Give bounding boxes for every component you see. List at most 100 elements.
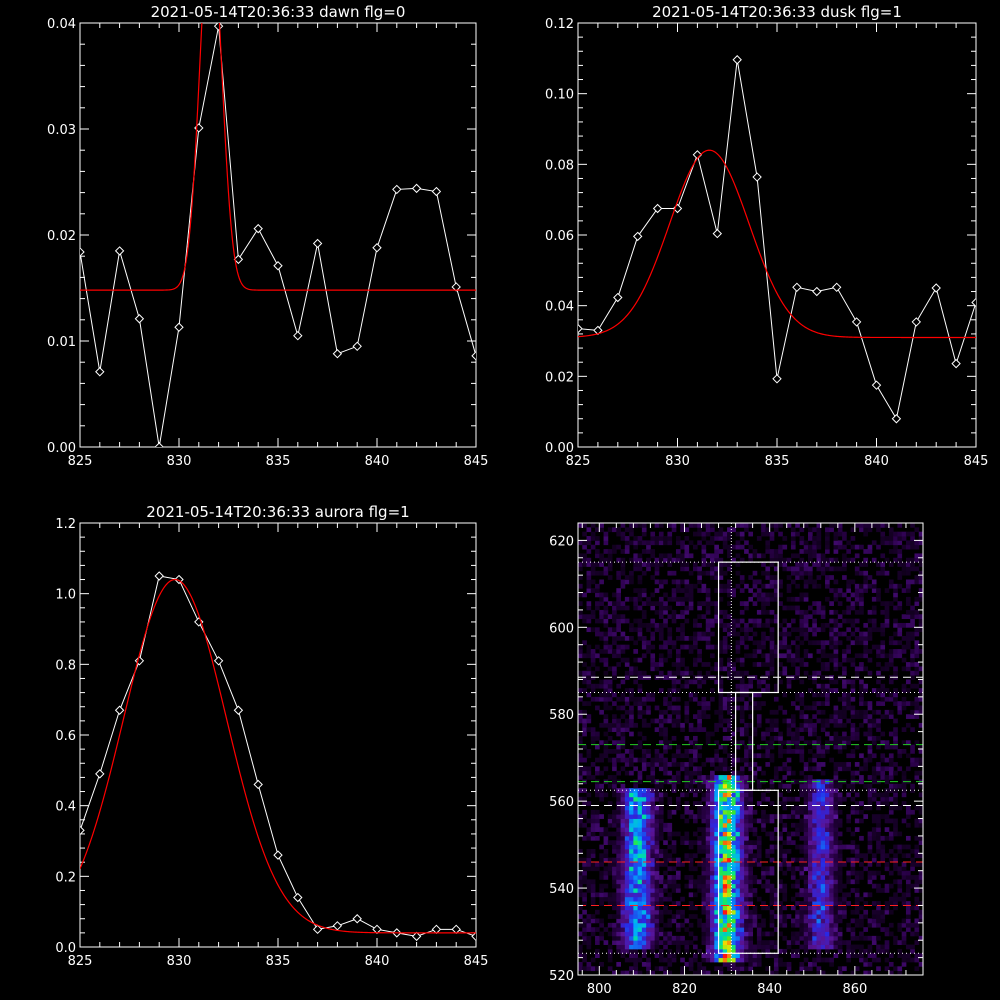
heatmap-cell — [582, 701, 587, 706]
heatmap-cell — [833, 862, 839, 867]
heatmap-cell — [795, 831, 800, 837]
heatmap-cell — [658, 896, 664, 902]
heatmap-cell — [646, 692, 651, 698]
heatmap-cell — [769, 575, 775, 580]
heatmap-cell — [675, 601, 681, 606]
heatmap-cell — [675, 718, 681, 724]
heatmap-cell — [616, 796, 621, 802]
heatmap-cell — [829, 801, 834, 806]
panel-dusk-data-point — [593, 325, 603, 336]
heatmap-cell — [693, 914, 698, 919]
heatmap-cell — [748, 909, 754, 915]
heatmap-cell — [778, 679, 783, 685]
heatmap-cell — [893, 783, 898, 789]
heatmap-cell — [833, 766, 839, 772]
heatmap-cell — [748, 809, 754, 815]
heatmap-cell — [680, 840, 685, 846]
heatmap-cell — [637, 944, 643, 950]
heatmap-cell — [739, 675, 745, 680]
heatmap-cell — [599, 649, 604, 654]
heatmap-cell — [799, 809, 805, 815]
heatmap-cell — [722, 627, 728, 633]
heatmap-cell — [599, 562, 604, 567]
heatmap-cell — [714, 609, 719, 615]
heatmap-cell — [595, 705, 600, 711]
heatmap-cell — [718, 801, 724, 806]
heatmap-cell — [842, 766, 847, 772]
heatmap-cell — [637, 905, 643, 911]
heatmap-cell — [867, 735, 873, 741]
heatmap-cell — [607, 866, 613, 872]
heatmap-cell — [888, 640, 894, 646]
heatmap-cell — [748, 523, 754, 528]
panel-dusk-data-point — [578, 323, 583, 334]
heatmap-cell — [680, 596, 685, 602]
heatmap-cell — [654, 588, 660, 593]
heatmap-cell — [748, 870, 754, 876]
heatmap-cell — [837, 744, 843, 750]
heatmap-cell — [837, 822, 843, 828]
heatmap-cell — [718, 692, 724, 698]
heatmap-cell — [871, 609, 877, 615]
heatmap-cell — [786, 644, 792, 650]
heatmap-cell — [820, 662, 826, 667]
heatmap-cell — [850, 683, 856, 689]
heatmap-cell — [765, 931, 771, 937]
heatmap-cell — [693, 696, 698, 702]
heatmap-cell — [722, 536, 728, 541]
heatmap-cell — [710, 540, 715, 546]
heatmap-cell — [663, 779, 668, 785]
heatmap-cell — [773, 735, 779, 741]
heatmap-cell — [739, 523, 745, 528]
heatmap-cell — [590, 827, 596, 832]
heatmap-cell — [799, 892, 805, 898]
heatmap-cell — [833, 596, 839, 602]
heatmap-cell — [616, 818, 621, 824]
heatmap-cell — [816, 927, 822, 932]
heatmap-cell — [744, 762, 749, 767]
heatmap-cell — [735, 879, 741, 885]
heatmap-cell — [637, 892, 643, 898]
heatmap-cell — [675, 722, 681, 728]
heatmap-cell — [650, 879, 656, 885]
heatmap-cell — [637, 914, 643, 919]
heatmap-cell — [616, 605, 621, 611]
heatmap-cell — [654, 601, 660, 606]
heatmap-cell — [782, 840, 788, 846]
heatmap-cell — [854, 596, 860, 602]
heatmap-cell — [820, 605, 826, 611]
heatmap-cell — [744, 922, 749, 928]
heatmap-cell — [701, 570, 707, 576]
heatmap-cell — [782, 557, 788, 563]
heatmap-cell — [624, 840, 630, 846]
heatmap-cell — [897, 848, 903, 854]
heatmap-cell — [705, 705, 711, 711]
heatmap-cell — [582, 679, 587, 685]
heatmap-cell — [688, 961, 694, 967]
heatmap-cell — [803, 805, 809, 811]
heatmap-cell — [603, 892, 609, 898]
heatmap-cell — [701, 892, 707, 898]
heatmap-cell — [637, 575, 643, 580]
heatmap-cell — [790, 840, 796, 846]
heatmap-cell — [795, 844, 800, 850]
heatmap-cell — [795, 644, 800, 650]
heatmap-cell — [803, 653, 809, 659]
heatmap-cell — [850, 944, 856, 950]
heatmap-cell — [633, 801, 639, 806]
heatmap-cell — [833, 818, 839, 824]
heatmap-cell — [629, 714, 634, 719]
heatmap-cell — [722, 818, 728, 824]
heatmap-cell — [816, 853, 822, 859]
heatmap-cell — [782, 544, 788, 550]
heatmap-cell — [641, 883, 647, 889]
heatmap-cell — [620, 927, 626, 932]
heatmap-cell — [825, 940, 830, 945]
heatmap-cell — [769, 583, 775, 589]
heatmap-cell — [812, 722, 817, 728]
heatmap-cell — [714, 783, 719, 789]
heatmap-cell — [735, 896, 741, 902]
heatmap-cell — [731, 892, 736, 898]
heatmap-cell — [850, 722, 856, 728]
heatmap-cell — [599, 657, 604, 663]
